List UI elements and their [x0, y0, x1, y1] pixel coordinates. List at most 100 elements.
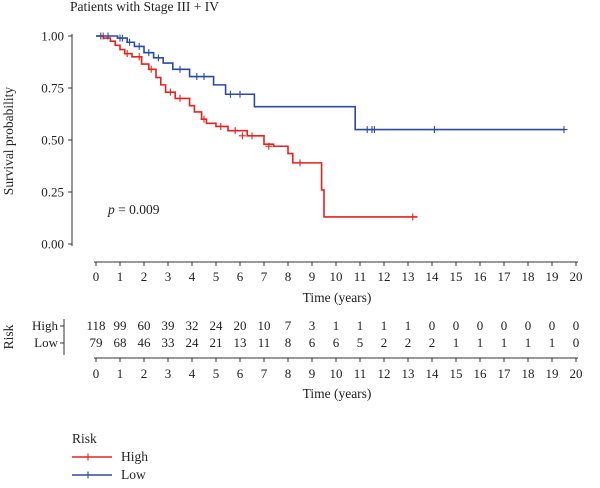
risk-count: 1	[453, 335, 460, 350]
p-value-text: = 0.009	[115, 202, 160, 217]
censor-mark-high	[147, 65, 155, 73]
x-axis-label: Time (years)	[303, 290, 372, 305]
risk-count: 60	[138, 318, 151, 333]
survival-curve-high	[96, 35, 418, 218]
risk-x-tick-label: 11	[354, 366, 367, 381]
risk-count: 0	[549, 318, 556, 333]
risk-table-x-ticks: 0 1 2 3 4 5 6 7 8 9 10 11 12 13 14 15 16 17 18 19 20	[93, 358, 583, 381]
legend-label-high: High	[121, 449, 148, 464]
x-tick-label: 6	[237, 269, 244, 284]
risk-count: 8	[285, 335, 292, 350]
risk-count: 0	[453, 318, 460, 333]
censor-mark-low	[118, 34, 126, 42]
risk-count: 24	[210, 318, 224, 333]
risk-count: 13	[234, 335, 247, 350]
risk-count: 20	[234, 318, 247, 333]
censor-mark-high	[265, 142, 273, 150]
risk-count: 2	[381, 335, 388, 350]
risk-count: 79	[90, 335, 103, 350]
risk-count: 1	[501, 335, 508, 350]
censor-mark-high	[231, 127, 239, 135]
y-tick-label: 0.75	[41, 81, 64, 96]
risk-count: 46	[138, 335, 152, 350]
censor-mark-low	[135, 42, 143, 50]
risk-count: 6	[309, 335, 316, 350]
risk-x-tick-label: 6	[237, 366, 244, 381]
censor-mark-low	[370, 126, 378, 134]
x-tick-label: 5	[213, 269, 220, 284]
y-tick-label: 1.00	[41, 29, 64, 44]
censor-mark-low	[430, 126, 438, 134]
risk-count: 1	[333, 318, 340, 333]
risk-count: 1	[357, 318, 364, 333]
y-tick-label: 0.00	[41, 237, 64, 252]
risk-x-tick-label: 0	[93, 366, 100, 381]
x-tick-label: 19	[546, 269, 559, 284]
censor-mark-low	[560, 126, 568, 134]
x-tick-label: 8	[285, 269, 292, 284]
censor-mark-low	[200, 73, 208, 81]
x-axis: 0 1 2 3 4 5 6 7 8 9 10 11 12 13 14 15 16 17 18 19 20	[93, 261, 583, 284]
risk-x-tick-label: 4	[189, 366, 196, 381]
x-tick-label: 11	[354, 269, 367, 284]
risk-x-tick-label: 10	[330, 366, 343, 381]
survival-curves	[96, 32, 568, 221]
x-tick-label: 0	[93, 269, 100, 284]
risk-x-tick-label: 12	[378, 366, 391, 381]
risk-x-tick-label: 17	[498, 366, 512, 381]
risk-count: 5	[357, 335, 364, 350]
risk-count: 118	[86, 318, 105, 333]
x-tick-label: 2	[141, 269, 148, 284]
risk-count: 0	[477, 318, 484, 333]
risk-count: 2	[405, 335, 412, 350]
risk-row-label: Low	[34, 335, 58, 350]
risk-x-tick-label: 20	[570, 366, 583, 381]
legend-label-low: Low	[121, 467, 146, 482]
censor-mark-high	[135, 53, 143, 61]
risk-x-tick-label: 13	[402, 366, 415, 381]
y-axis: 0.00 0.25 0.50 0.75 1.00	[41, 29, 73, 252]
risk-x-tick-label: 8	[285, 366, 292, 381]
risk-count: 2	[429, 335, 436, 350]
risk-count: 3	[309, 318, 316, 333]
x-tick-label: 1	[117, 269, 124, 284]
x-tick-label: 14	[426, 269, 440, 284]
censor-mark-low	[104, 32, 112, 40]
x-tick-label: 16	[474, 269, 488, 284]
censor-mark-low	[154, 54, 162, 62]
risk-x-tick-label: 15	[450, 366, 463, 381]
x-tick-label: 4	[189, 269, 196, 284]
censor-mark-low	[193, 73, 201, 81]
risk-count: 0	[429, 318, 436, 333]
censor-mark-high	[248, 132, 256, 140]
p-value-annotation: p = 0.009	[107, 202, 160, 217]
x-tick-label: 13	[402, 269, 415, 284]
risk-count: 99	[114, 318, 127, 333]
censor-mark-low	[97, 32, 105, 40]
risk-count: 1	[477, 335, 484, 350]
risk-x-tick-label: 2	[141, 366, 148, 381]
p-symbol: p	[107, 202, 115, 217]
risk-x-tick-label: 14	[426, 366, 440, 381]
x-tick-label: 3	[165, 269, 172, 284]
risk-count: 68	[114, 335, 127, 350]
risk-count: 7	[285, 318, 292, 333]
x-tick-label: 9	[309, 269, 316, 284]
survival-plot: 0.000.250.500.751.00 0 1 2 3 4 5 6 7 8 9 10 11 12 13 1…	[41, 29, 582, 285]
risk-x-tick-label: 3	[165, 366, 172, 381]
y-tick-label: 0.25	[41, 185, 64, 200]
x-tick-label: 20	[570, 269, 583, 284]
censor-mark-high	[238, 132, 246, 140]
risk-x-tick-label: 5	[213, 366, 220, 381]
risk-table-x-label: Time (years)	[303, 386, 372, 401]
risk-count: 0	[525, 318, 532, 333]
risk-count: 24	[186, 335, 200, 350]
risk-count: 32	[186, 318, 199, 333]
risk-count: 1	[405, 318, 412, 333]
risk-count: 21	[210, 335, 223, 350]
risk-count: 10	[258, 318, 271, 333]
risk-table-y-title: Risk	[1, 324, 16, 349]
